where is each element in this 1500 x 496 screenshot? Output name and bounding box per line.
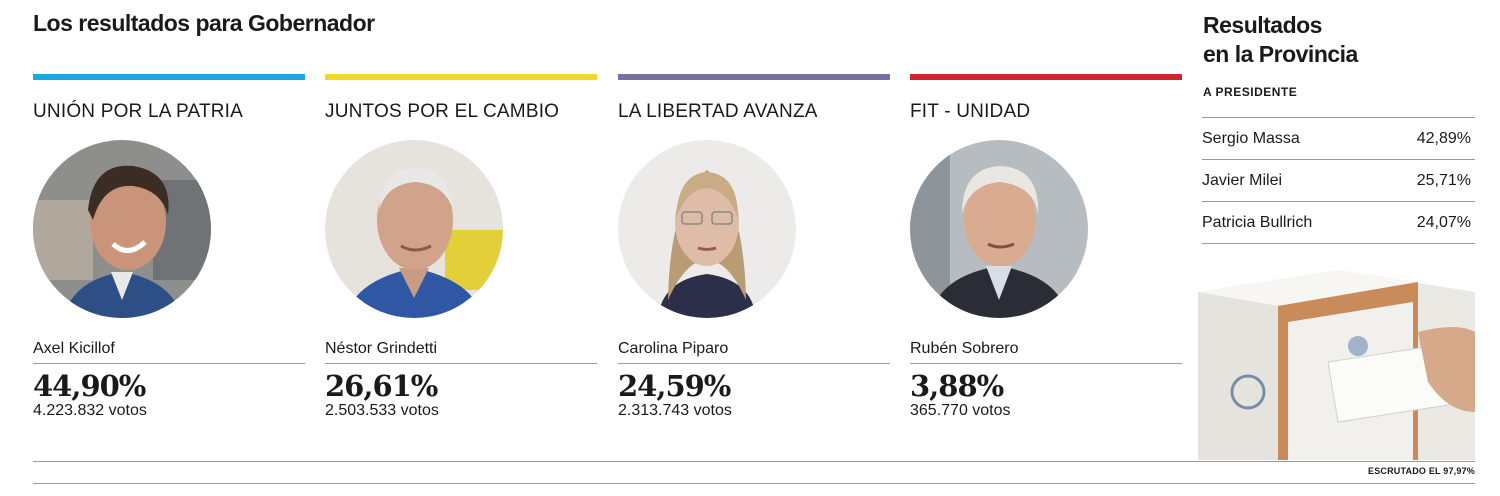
candidate-photo bbox=[910, 140, 1088, 318]
party-color-bar bbox=[33, 74, 305, 80]
candidate-votes: 4.223.832 votos bbox=[33, 402, 147, 419]
divider bbox=[325, 363, 597, 364]
ballot-box-photo bbox=[1188, 262, 1475, 460]
sidebar-title: Resultados en la Provincia bbox=[1203, 11, 1463, 69]
row-pct: 42,89% bbox=[1416, 129, 1471, 147]
candidate-photo bbox=[618, 140, 796, 318]
candidate-percentage: 44,90% bbox=[33, 369, 146, 403]
candidate-card: LA LIBERTAD AVANZA Carolina Piparo 24,59… bbox=[618, 74, 890, 434]
party-name: LA LIBERTAD AVANZA bbox=[618, 101, 818, 122]
table-row: Javier Milei 25,71% bbox=[1202, 160, 1475, 202]
row-pct: 24,07% bbox=[1416, 213, 1471, 231]
party-color-bar bbox=[325, 74, 597, 80]
party-name: FIT - UNIDAD bbox=[910, 101, 1031, 122]
table-row: Patricia Bullrich 24,07% bbox=[1202, 202, 1475, 244]
president-results-table: Sergio Massa 42,89% Javier Milei 25,71% … bbox=[1202, 117, 1475, 244]
candidate-name: Carolina Piparo bbox=[618, 340, 729, 357]
candidate-percentage: 26,61% bbox=[325, 369, 438, 403]
footer-divider bbox=[33, 483, 1475, 484]
divider bbox=[910, 363, 1182, 364]
candidate-name: Axel Kicillof bbox=[33, 340, 115, 357]
row-pct: 25,71% bbox=[1416, 171, 1471, 189]
candidate-votes: 2.313.743 votos bbox=[618, 402, 732, 419]
candidate-card: UNIÓN POR LA PATRIA Axel Kicillof 44,90%… bbox=[33, 74, 305, 434]
candidate-percentage: 3,88% bbox=[910, 369, 1004, 403]
footer-divider bbox=[33, 461, 1475, 462]
escrutado-note: ESCRUTADO EL 97,97% bbox=[1368, 466, 1475, 476]
party-name: UNIÓN POR LA PATRIA bbox=[33, 101, 244, 122]
divider bbox=[618, 363, 890, 364]
row-name: Javier Milei bbox=[1202, 171, 1283, 189]
candidate-name: Rubén Sobrero bbox=[910, 340, 1019, 357]
candidate-photo bbox=[325, 140, 503, 318]
party-color-bar bbox=[618, 74, 890, 80]
page-title: Los resultados para Gobernador bbox=[33, 10, 375, 36]
divider bbox=[33, 363, 305, 364]
party-name: JUNTOS POR EL CAMBIO bbox=[325, 101, 560, 122]
candidate-photo bbox=[33, 140, 211, 318]
sidebar-title-line2: en la Provincia bbox=[1203, 41, 1358, 67]
row-name: Sergio Massa bbox=[1202, 129, 1300, 147]
candidate-votes: 365.770 votos bbox=[910, 402, 1011, 419]
candidate-percentage: 24,59% bbox=[618, 369, 731, 403]
candidate-card: FIT - UNIDAD Rubén Sobrero 3,88% 365.770… bbox=[910, 74, 1182, 434]
sidebar-title-line1: Resultados bbox=[1203, 12, 1322, 38]
table-row: Sergio Massa 42,89% bbox=[1202, 118, 1475, 160]
row-name: Patricia Bullrich bbox=[1202, 213, 1313, 231]
party-color-bar bbox=[910, 74, 1182, 80]
sidebar-subtitle: A PRESIDENTE bbox=[1203, 85, 1298, 99]
candidate-name: Néstor Grindetti bbox=[325, 340, 438, 357]
candidate-votes: 2.503.533 votos bbox=[325, 402, 439, 419]
candidate-card: JUNTOS POR EL CAMBIO Néstor Grindetti 26… bbox=[325, 74, 597, 434]
